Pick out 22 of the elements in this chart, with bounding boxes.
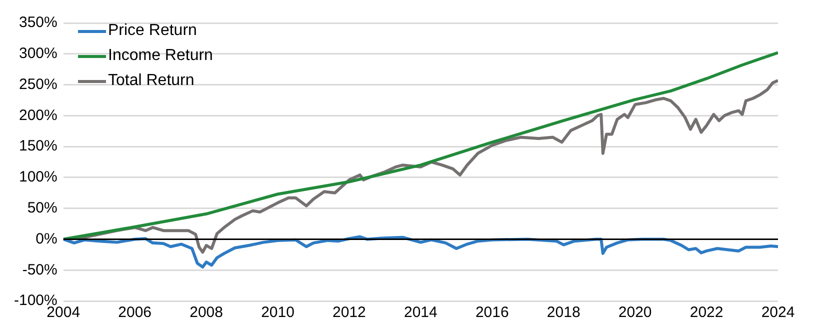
x-tick-label: 2014 [404, 304, 438, 322]
x-tick-label: 2020 [618, 304, 652, 322]
x-tick-label: 2012 [332, 304, 366, 322]
x-tick-label: 2008 [190, 304, 223, 322]
y-tick-label: 50% [27, 199, 58, 216]
x-tick-label: 2016 [475, 304, 509, 322]
legend-label: Income Return [108, 47, 213, 65]
x-tick-label: 2018 [546, 304, 580, 322]
x-tick-label: 2010 [261, 304, 294, 322]
y-tick-label: -50% [22, 261, 58, 278]
y-tick-label: 150% [18, 138, 58, 155]
y-tick-label: 0% [36, 230, 58, 248]
y-tick-label: 250% [18, 76, 58, 93]
legend-label: Price Return [108, 22, 197, 40]
x-tick-label: 2024 [761, 304, 795, 322]
x-tick-label: 2006 [118, 304, 152, 322]
y-tick-label: 300% [18, 45, 58, 62]
legend-label: Total Return [108, 72, 194, 90]
x-tick-label: 2022 [690, 304, 724, 322]
y-tick-label: 350% [18, 14, 58, 32]
y-tick-label: 100% [18, 168, 58, 186]
y-tick-label: 200% [18, 106, 58, 124]
